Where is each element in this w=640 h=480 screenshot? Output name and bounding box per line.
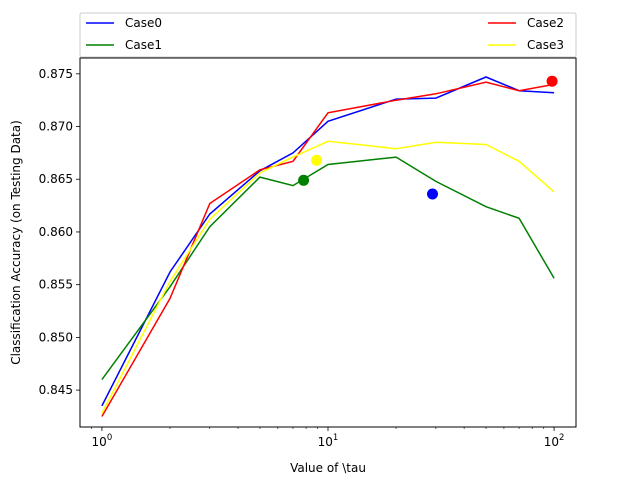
legend-label: Case2 (527, 16, 564, 30)
legend-label: Case0 (125, 16, 162, 30)
x-axis-label: Value of \tau (290, 461, 366, 475)
y-tick-label: 0.860 (39, 225, 73, 239)
y-tick-label: 0.870 (39, 120, 73, 134)
y-axis: 0.845 0.850 0.855 0.860 0.865 0.870 0.875 (39, 67, 80, 397)
series-marker-case0 (427, 188, 438, 200)
y-tick-label: 0.875 (39, 67, 73, 81)
legend: Case0 Case1 Case2 Case3 (79, 12, 577, 58)
legend-label: Case3 (527, 38, 564, 52)
x-axis: 100 101 102 (91, 427, 565, 449)
series-line-case3 (101, 140, 555, 414)
x-tick-label: 100 (92, 433, 113, 449)
legend-item-case3: Case3 (488, 38, 564, 52)
series-marker-case1 (298, 174, 310, 186)
y-tick-label: 0.845 (39, 383, 73, 397)
series-markers (298, 75, 558, 200)
x-tick-label: 102 (544, 433, 565, 449)
legend-box (79, 12, 577, 58)
legend-item-case2: Case2 (488, 16, 564, 30)
y-tick-label: 0.850 (39, 330, 73, 344)
legend-item-case1: Case1 (86, 38, 162, 52)
series-marker-case2 (546, 75, 558, 87)
y-axis-label: Classification Accuracy (on Testing Data… (9, 120, 23, 365)
x-tick-label: 101 (318, 433, 339, 449)
y-tick-label: 0.865 (39, 172, 73, 186)
legend-label: Case1 (125, 38, 162, 52)
legend-item-case0: Case0 (86, 16, 162, 30)
y-tick-label: 0.855 (39, 278, 73, 292)
series-line-case1 (101, 156, 555, 381)
series-line-case2 (101, 81, 555, 417)
series-marker-case3 (311, 154, 323, 166)
series-line-case0 (101, 76, 555, 407)
series-lines (101, 76, 555, 417)
